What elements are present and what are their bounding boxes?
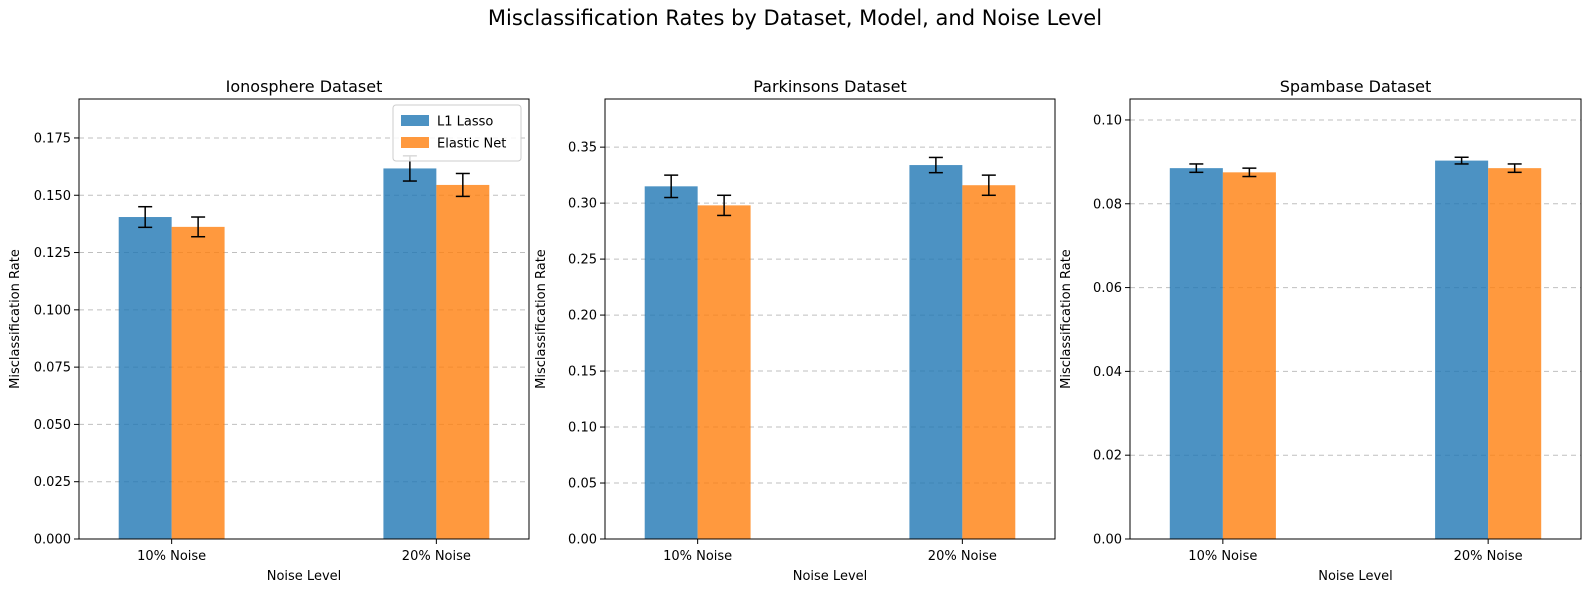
x-tick-label: 20% Noise (402, 549, 471, 564)
x-axis-label: Noise Level (267, 569, 342, 584)
y-tick-label: 0.10 (568, 421, 597, 436)
error-bar (981, 174, 996, 197)
bar-elastic-net-2 (962, 185, 1016, 539)
y-axis-label: Misclassification Rate (534, 249, 549, 389)
y-tick-label: 0.30 (568, 197, 597, 212)
y-tick-label: 0.05 (568, 477, 597, 492)
chart-panel-2: 0.00 0.05 0.10 0.15 0.20 0.25 0.30 0.35 10% Nois… (534, 77, 1056, 584)
x-axis-label: Noise Level (1318, 569, 1393, 584)
legend-label: Elastic Net (437, 137, 506, 152)
panel-title: Spambase Dataset (1280, 77, 1432, 96)
y-axis-label: Misclassification Rate (1059, 249, 1074, 389)
bar-l1-lasso-2 (1435, 160, 1489, 539)
bar-l1-lasso-2 (383, 168, 437, 539)
bar-l1-lasso-1 (118, 217, 172, 540)
axes-frame (1129, 98, 1582, 540)
bar-elastic-net-2 (1488, 168, 1542, 539)
figure-title: Misclassification Rates by Dataset, Mode… (488, 6, 1102, 30)
legend-label: L1 Lasso (437, 115, 493, 130)
error-bar (1454, 156, 1469, 165)
bar-elastic-net-1 (171, 226, 225, 539)
x-tick-label: 10% Noise (1188, 549, 1257, 564)
x-tick-label: 20% Noise (928, 549, 997, 564)
y-tick-label: 0.025 (34, 475, 71, 490)
axes-frame (604, 98, 1056, 540)
y-tick-label: 0.050 (34, 418, 71, 433)
y-tick-label: 0.20 (568, 309, 597, 324)
y-tick-label: 0.08 (1093, 197, 1122, 212)
y-tick-label: 0.100 (34, 303, 71, 318)
chart-panel-3: 0.00 0.02 0.04 0.06 0.08 0.10 10% Noise 20% Noi… (1059, 77, 1582, 584)
error-bar (664, 174, 679, 199)
x-axis-label: Noise Level (793, 569, 868, 584)
bar-elastic-net-1 (1222, 172, 1276, 540)
y-tick-label: 0.075 (34, 361, 71, 376)
legend-swatch (401, 137, 429, 148)
y-tick-label: 0.00 (1093, 533, 1122, 548)
error-bar (1507, 163, 1522, 174)
y-tick-label: 0.150 (34, 189, 71, 204)
panel-title: Parkinsons Dataset (753, 77, 907, 96)
y-axis-label: Misclassification Rate (8, 249, 23, 389)
y-tick-label: 0.02 (1093, 449, 1122, 464)
y-tick-label: 0.04 (1093, 365, 1122, 380)
panel-title: Ionosphere Dataset (226, 77, 383, 96)
error-bar (191, 216, 206, 238)
bar-elastic-net-2 (436, 184, 490, 539)
y-tick-label: 0.175 (34, 131, 71, 146)
bar-l1-lasso-2 (909, 165, 963, 540)
y-tick-label: 0.000 (34, 533, 71, 548)
x-tick-label: 10% Noise (137, 549, 206, 564)
y-tick-label: 0.125 (34, 246, 71, 261)
legend-swatch (401, 115, 429, 126)
bar-l1-lasso-1 (644, 186, 698, 539)
y-tick-label: 0.15 (568, 365, 597, 380)
y-tick-label: 0.00 (568, 533, 597, 548)
y-tick-label: 0.35 (568, 141, 597, 156)
y-tick-label: 0.06 (1093, 281, 1122, 296)
y-tick-label: 0.10 (1093, 113, 1122, 128)
error-bar (928, 156, 943, 174)
x-tick-label: 20% Noise (1454, 549, 1523, 564)
axes-frame (78, 98, 530, 540)
error-bar (138, 205, 153, 229)
error-bar (717, 194, 732, 217)
x-tick-label: 10% Noise (663, 549, 732, 564)
error-bar (1242, 167, 1257, 178)
legend-box (392, 104, 522, 162)
bar-l1-lasso-1 (1169, 168, 1223, 539)
chart-panel-1: 0.000 0.025 0.050 0.075 0.100 0.125 0.150 0.175… (8, 77, 530, 584)
error-bar (1189, 163, 1204, 174)
legend: L1 Lasso Elastic Net (392, 104, 522, 162)
y-tick-label: 0.25 (568, 253, 597, 268)
bar-elastic-net-1 (697, 205, 751, 539)
error-bar (455, 172, 470, 198)
